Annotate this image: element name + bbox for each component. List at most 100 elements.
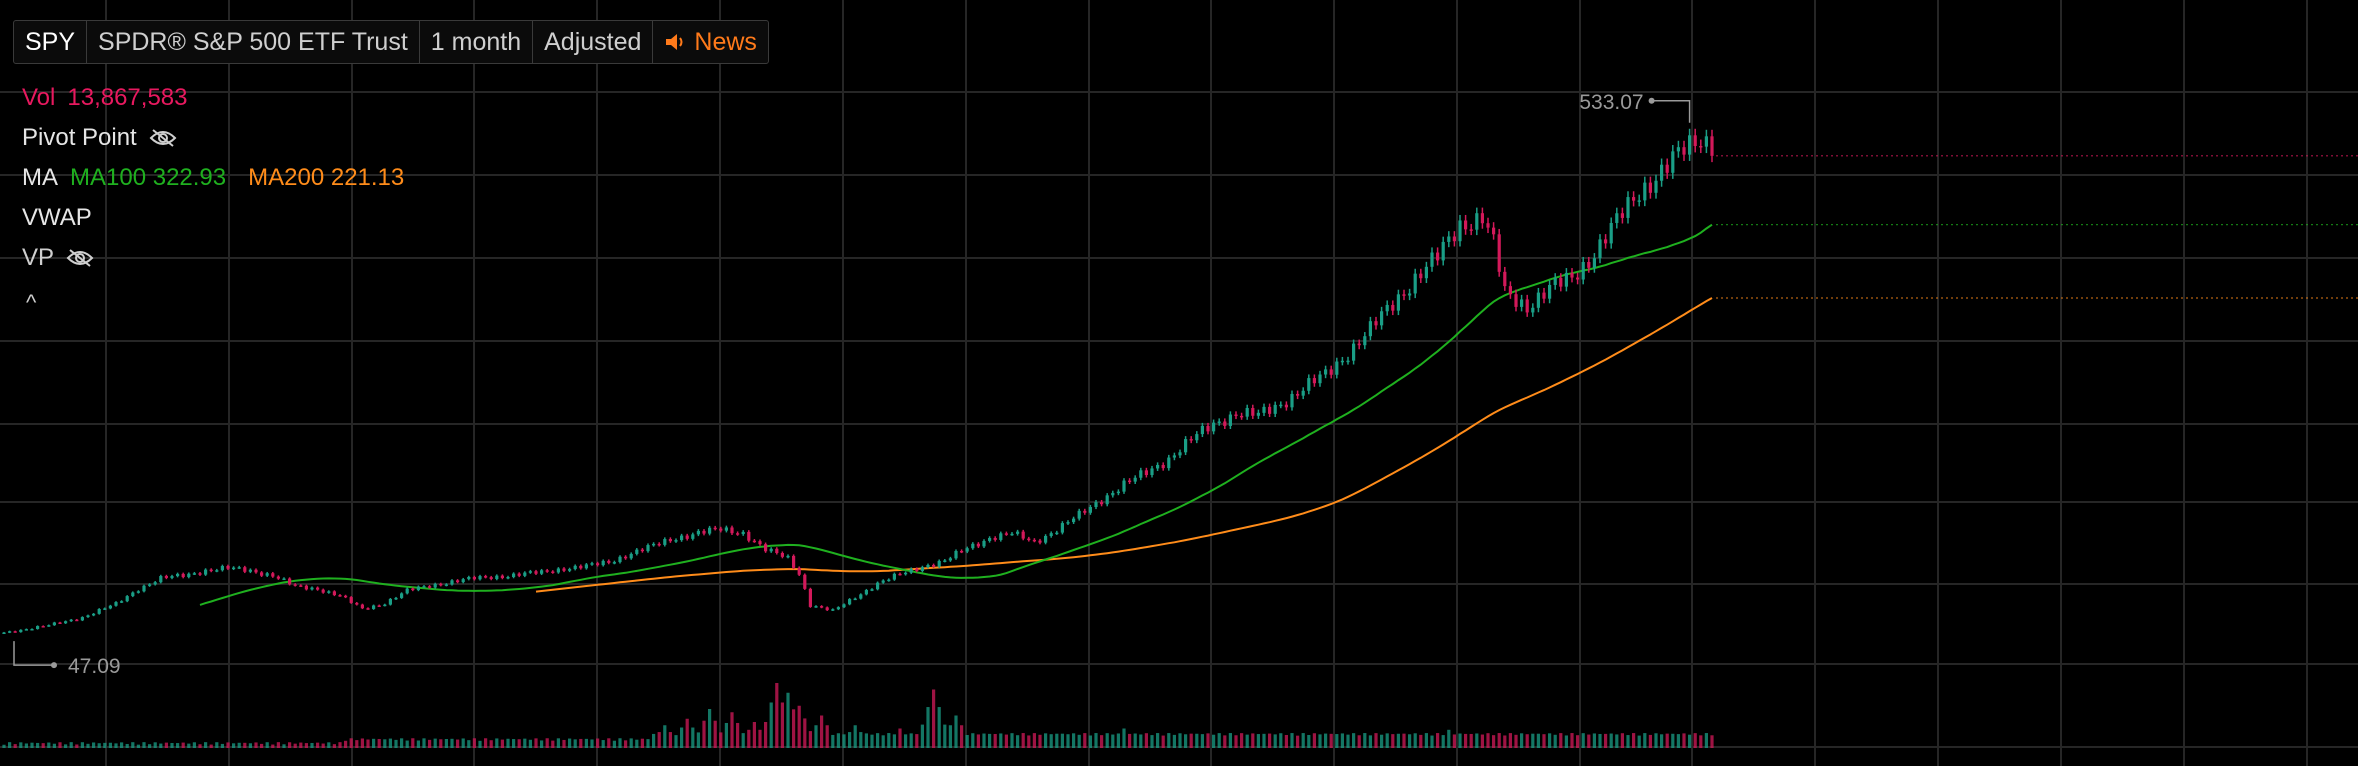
- volume-bar: [327, 742, 331, 748]
- volume-bar: [1088, 735, 1092, 748]
- volume-bar: [1576, 735, 1580, 748]
- volume-bar: [590, 739, 594, 748]
- volume-bar: [1486, 733, 1490, 748]
- candle-body: [209, 569, 213, 572]
- volume-bar: [450, 738, 454, 748]
- volume-bar: [271, 744, 275, 748]
- candle-body: [1688, 135, 1692, 155]
- volume-bar: [1665, 733, 1669, 748]
- candle-body: [30, 628, 34, 631]
- candle-body: [1329, 369, 1333, 375]
- security-name[interactable]: SPDR® S&P 500 ETF Trust: [87, 21, 420, 63]
- candle-body: [1133, 477, 1137, 482]
- volume-bar: [293, 743, 297, 748]
- candle-body: [1492, 227, 1496, 235]
- candle-body: [265, 573, 269, 576]
- volume-bar: [411, 738, 415, 748]
- candle-body: [1228, 414, 1232, 426]
- volume-bar: [1228, 733, 1232, 748]
- candle-body: [965, 548, 969, 552]
- candle-body: [881, 580, 885, 583]
- volume-bar: [640, 738, 644, 748]
- candle-body: [1111, 492, 1115, 496]
- candle-body: [993, 537, 997, 540]
- volume-bar: [1464, 733, 1468, 748]
- ma-legend[interactable]: MA MA100 322.93 MA200 221.13: [22, 164, 404, 192]
- candle-body: [248, 569, 252, 572]
- volume-bar: [237, 742, 241, 748]
- candle-body: [433, 583, 437, 588]
- candle-body: [1654, 180, 1658, 193]
- candle-body: [1044, 535, 1048, 543]
- candle-body: [1598, 239, 1602, 259]
- candle-body: [1144, 470, 1148, 476]
- volume-bar: [1066, 734, 1070, 748]
- eye-off-icon[interactable]: [149, 128, 177, 148]
- candle-body: [1632, 197, 1636, 201]
- volume-bar: [1100, 735, 1104, 748]
- volume-bar: [30, 742, 34, 748]
- candle-body: [2, 632, 6, 634]
- candle-body: [1503, 271, 1507, 287]
- volume-bar: [1346, 734, 1350, 748]
- candle-body: [629, 553, 633, 559]
- vwap-legend[interactable]: VWAP: [22, 204, 92, 232]
- candle-body: [887, 579, 891, 582]
- candle-body: [1150, 468, 1154, 476]
- candle-body: [439, 583, 443, 586]
- candle-body: [657, 543, 661, 546]
- candle-body: [1172, 455, 1176, 458]
- volume-bar: [1604, 733, 1608, 748]
- pivot-point-legend[interactable]: Pivot Point: [22, 124, 177, 152]
- price-labels: 533.07 47.09: [13, 91, 1691, 678]
- candle-body: [1307, 378, 1311, 391]
- candle-body: [416, 586, 420, 591]
- volume-bar: [170, 743, 174, 748]
- ma200-line: [535, 297, 1713, 593]
- volume-bar: [2, 744, 6, 748]
- candle-body: [1385, 304, 1389, 312]
- volume-bar: [618, 738, 622, 748]
- volume-bar: [540, 740, 544, 748]
- candle-body: [668, 539, 672, 542]
- candle-body: [1486, 223, 1490, 228]
- volume-bar: [103, 742, 107, 748]
- vp-legend[interactable]: VP: [22, 244, 94, 272]
- volume-bar: [1475, 733, 1479, 748]
- news-button[interactable]: News: [653, 21, 768, 63]
- candle-body: [1536, 292, 1540, 308]
- candle-body: [1010, 533, 1014, 536]
- volume-bar: [1363, 733, 1367, 748]
- candle-body: [831, 609, 835, 611]
- candle-body: [1682, 147, 1686, 155]
- candle-body: [1710, 136, 1714, 156]
- volume-bar: [724, 722, 728, 748]
- volume-bar: [1508, 733, 1512, 748]
- volume-bar: [652, 733, 656, 748]
- volume-bar: [19, 742, 23, 748]
- eye-off-icon[interactable]: [66, 248, 94, 268]
- volume-bar: [691, 727, 695, 748]
- candle-body: [792, 555, 796, 568]
- candle-body: [752, 540, 756, 543]
- ma100-label: MA100: [70, 164, 147, 191]
- volume-bar: [422, 738, 426, 748]
- candle-body: [1396, 294, 1400, 311]
- candle-body: [1430, 252, 1434, 267]
- volume-legend[interactable]: Vol 13,867,583: [22, 84, 188, 112]
- interval-button[interactable]: 1 month: [420, 21, 534, 63]
- candlesticks: [2, 128, 1714, 634]
- volume-bar: [47, 742, 51, 748]
- collapse-legend-button[interactable]: ^: [26, 290, 37, 315]
- volume-bar: [495, 738, 499, 748]
- candle-body: [260, 572, 264, 576]
- candle-body: [562, 568, 566, 571]
- symbol-button[interactable]: SPY: [14, 21, 88, 63]
- candle-body: [1217, 421, 1221, 423]
- candle-body: [1704, 136, 1708, 147]
- candle-body: [1699, 145, 1703, 148]
- candle-body: [444, 584, 448, 586]
- volume-bar: [512, 739, 516, 748]
- adjustment-button[interactable]: Adjusted: [533, 21, 654, 63]
